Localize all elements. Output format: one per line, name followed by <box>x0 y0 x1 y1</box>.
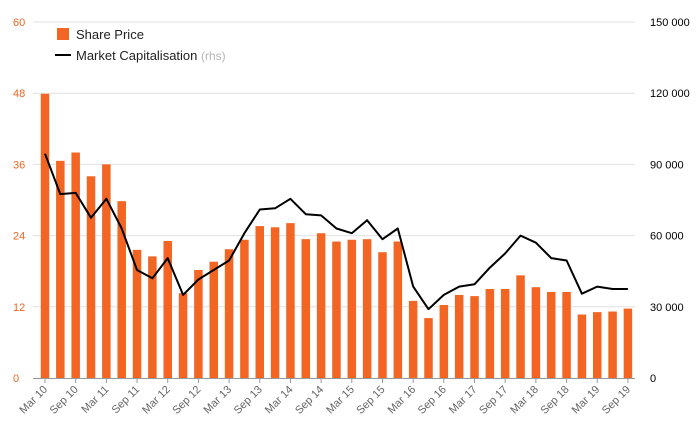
bar-share-price <box>608 311 617 378</box>
y-left-tick-label: 48 <box>13 88 25 100</box>
bar-share-price <box>562 291 571 378</box>
bar-share-price <box>301 239 311 378</box>
y-right-tick-label: 60 000 <box>650 231 684 243</box>
line-market-cap <box>44 153 628 311</box>
y-right-tick-label: 120 000 <box>650 88 690 100</box>
x-tick-label: Sep 13 <box>232 384 265 417</box>
bar-share-price <box>40 93 50 378</box>
bar-share-price <box>148 256 157 378</box>
x-tick-label: Mar 16 <box>386 384 419 417</box>
legend-note-rhs: (rhs) <box>201 49 226 63</box>
bar-share-price <box>178 293 188 378</box>
x-tick-label: Mar 13 <box>201 384 234 417</box>
bar-share-price <box>577 314 587 378</box>
bar-share-price <box>286 223 295 378</box>
bar-share-price <box>347 239 357 378</box>
bar-share-price <box>362 239 372 378</box>
y-right-tick-label: 90 000 <box>650 159 684 171</box>
y-left-tick-label: 36 <box>13 159 25 171</box>
bar-share-price <box>102 164 111 378</box>
bar-share-price <box>255 226 265 378</box>
x-tick-label: Sep 14 <box>293 384 326 417</box>
bar-share-price <box>194 270 203 378</box>
bar-share-price <box>470 296 479 378</box>
bar-share-price <box>270 227 280 378</box>
x-tick-label: Mar 11 <box>79 384 111 416</box>
market-cap-line <box>44 153 628 311</box>
bar-share-price <box>86 176 96 378</box>
bar-share-price <box>71 152 80 378</box>
bar-share-price <box>378 252 387 378</box>
bar-share-price <box>439 305 449 378</box>
share-price-bars <box>40 93 633 378</box>
x-tick-label: Mar 17 <box>447 384 480 417</box>
x-tick-label: Mar 12 <box>140 384 173 417</box>
bar-share-price <box>56 160 65 378</box>
bar-share-price <box>424 318 433 378</box>
x-tick-label: Mar 15 <box>324 384 357 417</box>
y-left-tick-label: 24 <box>13 231 25 243</box>
bar-share-price <box>393 241 403 378</box>
bar-share-price <box>516 275 525 378</box>
x-tick-label: Mar 10 <box>17 384 50 417</box>
bar-share-price <box>485 289 495 378</box>
x-tick-label: Mar 14 <box>263 384 296 417</box>
bar-share-price <box>454 294 464 378</box>
bar-share-price <box>316 233 326 378</box>
x-tick-label: Mar 19 <box>570 384 603 417</box>
x-tick-label: Sep 16 <box>416 384 449 417</box>
y-right-tick-label: 30 000 <box>650 302 684 314</box>
legend-label-share-price: Share Price <box>76 27 144 42</box>
bar-share-price <box>531 287 541 378</box>
legend-swatch-share-price <box>57 28 69 40</box>
x-tick-label: Sep 18 <box>539 384 572 417</box>
bar-share-price <box>163 240 172 378</box>
y-right-tick-label: 0 <box>650 373 656 385</box>
x-tick-label: Sep 11 <box>110 384 143 417</box>
bar-share-price <box>209 261 218 378</box>
bar-share-price <box>332 241 341 378</box>
legend-label-market-cap-text: Market Capitalisation <box>76 48 197 63</box>
bar-share-price <box>117 201 126 378</box>
y-right-tick-label: 150 000 <box>650 17 690 29</box>
bar-share-price <box>132 249 142 378</box>
bar-share-price <box>224 249 234 378</box>
y-left-tick-label: 60 <box>13 17 25 29</box>
x-tick-label: Sep 19 <box>600 384 633 417</box>
x-tick-label: Sep 15 <box>354 384 387 417</box>
bar-share-price <box>592 312 602 378</box>
x-tick-label: Sep 10 <box>48 384 81 417</box>
bar-share-price <box>623 308 633 378</box>
legend-label-market-cap: Market Capitalisation (rhs) <box>76 48 226 63</box>
x-tick-label: Sep 12 <box>170 384 203 417</box>
bar-share-price <box>500 289 510 378</box>
y-left-tick-label: 12 <box>13 302 25 314</box>
bar-share-price <box>546 291 556 378</box>
x-tick-label: Sep 17 <box>477 384 510 417</box>
legend: Share Price Market Capitalisation (rhs) <box>55 27 226 63</box>
y-left-tick-label: 0 <box>13 373 19 385</box>
bar-share-price <box>240 239 249 378</box>
bar-share-price <box>408 300 418 378</box>
x-tick-label: Mar 18 <box>508 384 541 417</box>
